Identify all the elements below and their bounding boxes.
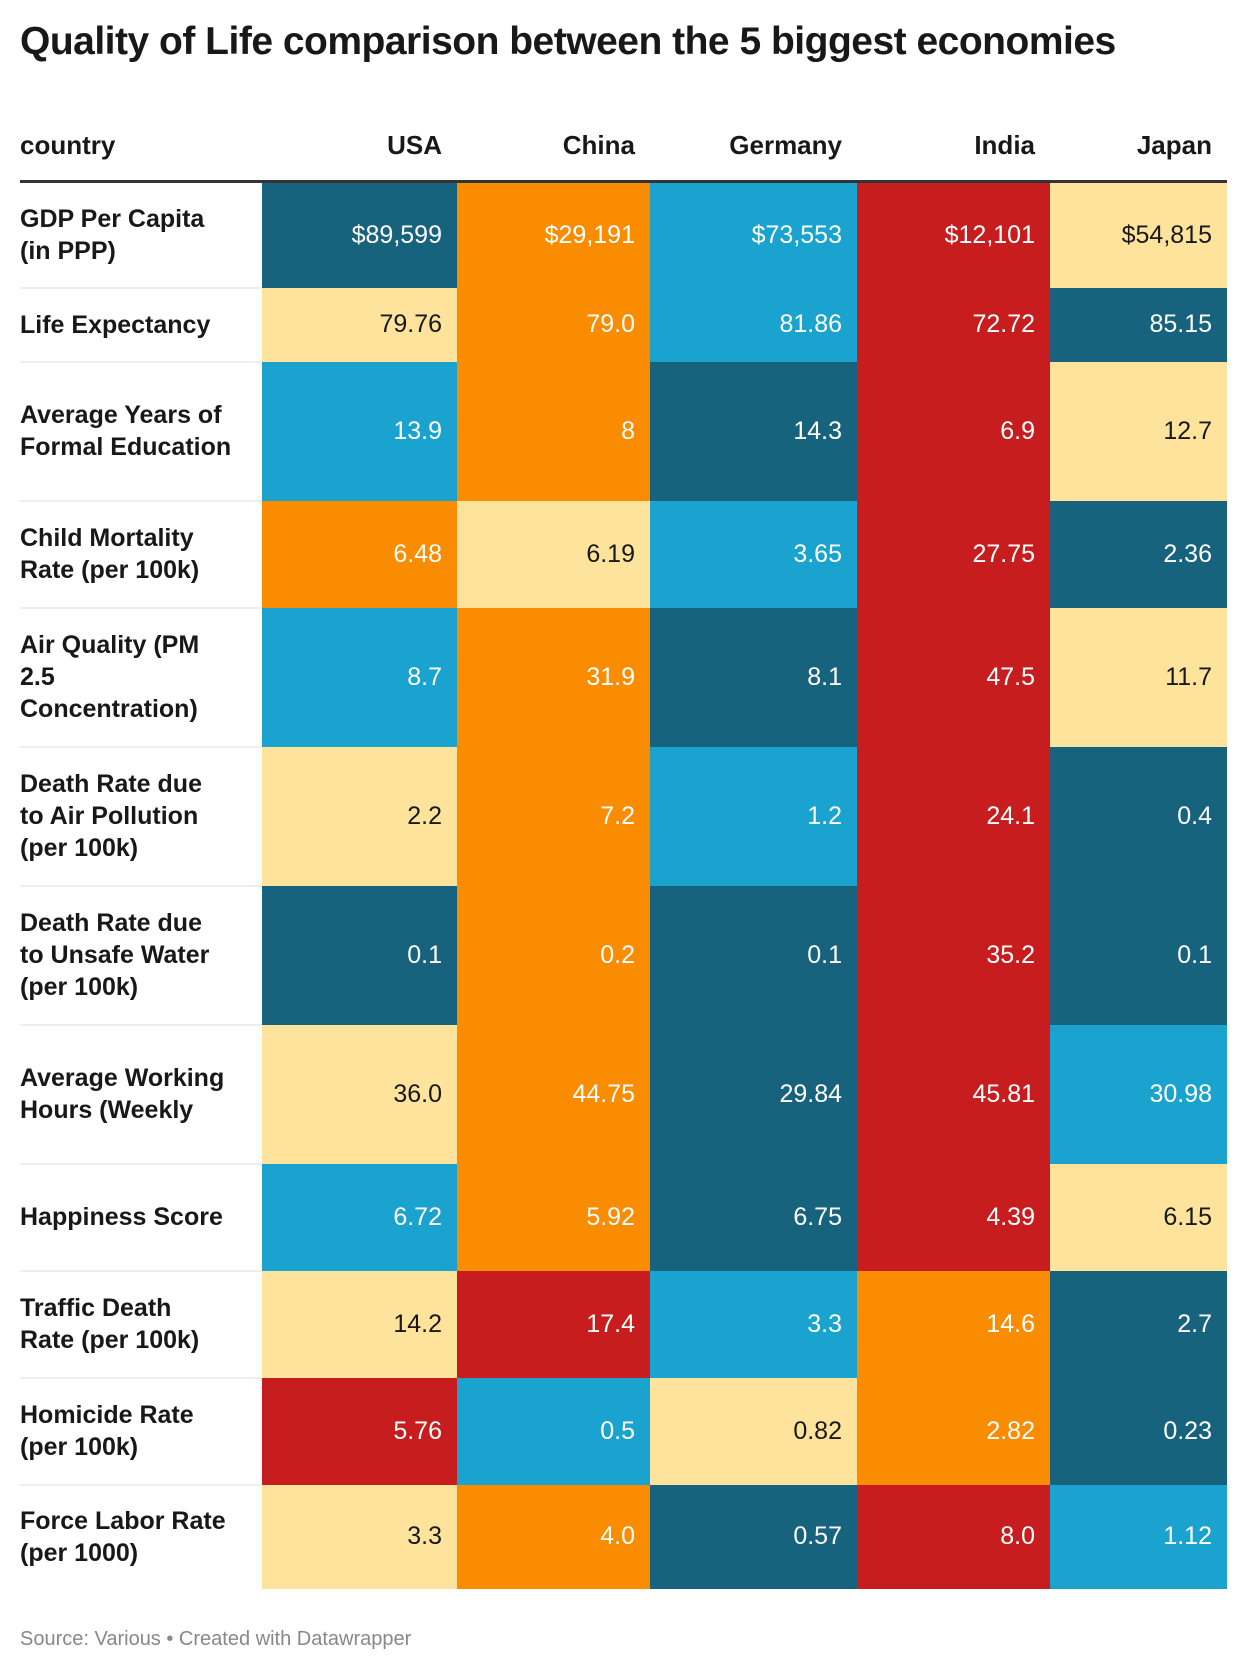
- table-cell: $29,191: [457, 181, 650, 288]
- table-cell: 2.36: [1050, 500, 1227, 608]
- table-row: Homicide Rate (per 100k) 5.76 0.5 0.82 2.82 0…: [20, 1377, 1227, 1486]
- table-cell: 4.0: [457, 1484, 650, 1589]
- table-row: Average Years of Formal Education 13.9 8 14…: [20, 361, 1227, 502]
- column-header-china: China: [457, 110, 650, 183]
- table-cell: 5.76: [262, 1377, 457, 1485]
- table-cell: 3.65: [650, 500, 857, 608]
- table-cell: 27.75: [857, 500, 1050, 608]
- table-cell: 13.9: [262, 361, 457, 501]
- table-cell: 2.82: [857, 1377, 1050, 1485]
- table-cell: 72.72: [857, 287, 1050, 362]
- table-cell: 24.1: [857, 746, 1050, 886]
- table-cell: 5.92: [457, 1163, 650, 1271]
- table-cell: 0.1: [650, 885, 857, 1025]
- table-cell: 8.0: [857, 1484, 1050, 1589]
- table-cell: 0.82: [650, 1377, 857, 1485]
- table-row: Happiness Score 6.72 5.92 6.75 4.39 6.15: [20, 1163, 1227, 1272]
- table-row: GDP Per Capita (in PPP) $89,599 $29,191 $73…: [20, 181, 1227, 289]
- table-row: Air Quality (PM 2.5 Concentration) 8.7 31.…: [20, 607, 1227, 748]
- table-cell: 6.19: [457, 500, 650, 608]
- table-cell: 8.1: [650, 607, 857, 747]
- row-label: Average Years of Formal Education: [20, 361, 262, 502]
- table-cell: 0.5: [457, 1377, 650, 1485]
- row-label: Life Expectancy: [20, 287, 262, 363]
- table-cell: 14.6: [857, 1270, 1050, 1378]
- column-header-japan: Japan: [1050, 110, 1227, 183]
- table-cell: $73,553: [650, 181, 857, 288]
- column-header-country: country: [20, 110, 262, 183]
- row-label: Happiness Score: [20, 1163, 262, 1272]
- table-row: Traffic Death Rate (per 100k) 14.2 17.4 3.3…: [20, 1270, 1227, 1379]
- table-cell: 6.9: [857, 361, 1050, 501]
- table-cell: $12,101: [857, 181, 1050, 288]
- row-label: Air Quality (PM 2.5 Concentration): [20, 607, 262, 748]
- table-cell: 0.57: [650, 1484, 857, 1589]
- table-cell: 79.0: [457, 287, 650, 362]
- column-header-usa: USA: [262, 110, 457, 183]
- table-cell: 4.39: [857, 1163, 1050, 1271]
- table-cell: 14.3: [650, 361, 857, 501]
- table-cell: 6.75: [650, 1163, 857, 1271]
- table-row: Force Labor Rate (per 1000) 3.3 4.0 0.57 8.0…: [20, 1484, 1227, 1589]
- table-cell: 2.7: [1050, 1270, 1227, 1378]
- row-label: Death Rate due to Air Pollution (per 100…: [20, 746, 262, 887]
- table-cell: 1.2: [650, 746, 857, 886]
- table-row: Life Expectancy 79.76 79.0 81.86 72.72 85.15: [20, 287, 1227, 363]
- table-cell: 0.2: [457, 885, 650, 1025]
- row-label: Child Mortality Rate (per 100k): [20, 500, 262, 609]
- table-cell: 12.7: [1050, 361, 1227, 501]
- table-cell: 17.4: [457, 1270, 650, 1378]
- table-cell: 30.98: [1050, 1024, 1227, 1164]
- table-cell: 8.7: [262, 607, 457, 747]
- row-label: Average Working Hours (Weekly: [20, 1024, 262, 1165]
- table-cell: 1.12: [1050, 1484, 1227, 1589]
- table-cell: 7.2: [457, 746, 650, 886]
- table-cell: 47.5: [857, 607, 1050, 747]
- row-label: GDP Per Capita (in PPP): [20, 181, 262, 289]
- table-cell: $54,815: [1050, 181, 1227, 288]
- column-header-germany: Germany: [650, 110, 857, 183]
- table-cell: 0.1: [1050, 885, 1227, 1025]
- table-cell: 2.2: [262, 746, 457, 886]
- table-cell: 3.3: [650, 1270, 857, 1378]
- table-cell: 6.72: [262, 1163, 457, 1271]
- row-label: Traffic Death Rate (per 100k): [20, 1270, 262, 1379]
- table-cell: 0.23: [1050, 1377, 1227, 1485]
- column-header-india: India: [857, 110, 1050, 183]
- table-cell: 45.81: [857, 1024, 1050, 1164]
- table-cell: 79.76: [262, 287, 457, 362]
- table-cell: 8: [457, 361, 650, 501]
- row-label: Death Rate due to Unsafe Water (per 100k…: [20, 885, 262, 1026]
- row-label: Force Labor Rate (per 1000): [20, 1484, 262, 1589]
- table-row: Death Rate due to Unsafe Water (per 100k…: [20, 885, 1227, 1026]
- chart-title: Quality of Life comparison between the 5…: [20, 20, 1116, 63]
- table-row: Death Rate due to Air Pollution (per 100…: [20, 746, 1227, 887]
- source-note: Source: Various • Created with Datawrapp…: [20, 1628, 412, 1650]
- table-row: Child Mortality Rate (per 100k) 6.48 6.19 3…: [20, 500, 1227, 609]
- table-cell: 35.2: [857, 885, 1050, 1025]
- table-cell: 85.15: [1050, 287, 1227, 362]
- table-cell: 29.84: [650, 1024, 857, 1164]
- table-cell: 14.2: [262, 1270, 457, 1378]
- row-label: Homicide Rate (per 100k): [20, 1377, 262, 1486]
- table-cell: 31.9: [457, 607, 650, 747]
- table-row: Average Working Hours (Weekly 36.0 44.75 29…: [20, 1024, 1227, 1165]
- table-cell: 3.3: [262, 1484, 457, 1589]
- table-cell: 81.86: [650, 287, 857, 362]
- table-cell: 0.4: [1050, 746, 1227, 886]
- table-cell: 0.1: [262, 885, 457, 1025]
- table-cell: 44.75: [457, 1024, 650, 1164]
- table-cell: $89,599: [262, 181, 457, 288]
- table-cell: 6.48: [262, 500, 457, 608]
- table-cell: 36.0: [262, 1024, 457, 1164]
- table-cell: 6.15: [1050, 1163, 1227, 1271]
- table-cell: 11.7: [1050, 607, 1227, 747]
- header-row: country USA China Germany India Japan: [20, 110, 1227, 183]
- data-table: country USA China Germany India Japan GDP Per…: [20, 110, 1227, 1589]
